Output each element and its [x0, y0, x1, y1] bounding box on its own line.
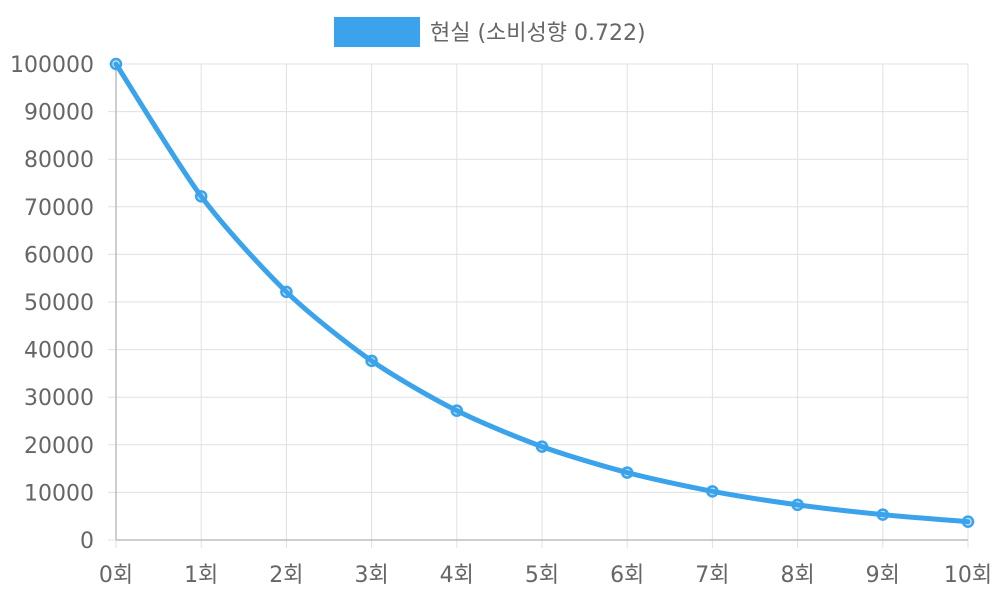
y-tick-label: 50000 [24, 291, 94, 316]
data-point[interactable] [620, 466, 634, 479]
x-tick-label: 3회 [354, 563, 388, 588]
legend-label: 현실 (소비성향 0.722) [430, 21, 646, 46]
x-tick-label: 4회 [440, 563, 474, 588]
data-point[interactable] [961, 515, 975, 528]
y-tick-label: 60000 [24, 243, 94, 268]
y-tick-label: 10000 [24, 481, 94, 506]
data-point[interactable] [365, 354, 378, 368]
data-point[interactable] [109, 57, 123, 71]
series-line[interactable] [113, 61, 971, 525]
y-axis-ticks: 0 10000 20000 30000 40000 50000 60000 70000 8000… [10, 53, 94, 554]
grid [108, 63, 969, 548]
data-point[interactable] [791, 498, 804, 512]
x-tick-label: 6회 [610, 563, 644, 588]
axes [115, 64, 968, 541]
x-tick-label: 7회 [695, 563, 729, 588]
y-tick-label: 30000 [24, 386, 94, 411]
legend-swatch [334, 17, 420, 47]
x-tick-label: 8회 [780, 563, 814, 588]
y-tick-label: 70000 [24, 196, 94, 221]
y-tick-label: 40000 [24, 339, 94, 364]
data-point[interactable] [876, 508, 890, 521]
data-point[interactable] [535, 440, 549, 453]
data-point[interactable] [450, 404, 464, 417]
x-tick-label: 1회 [184, 563, 218, 588]
x-tick-label: 0회 [99, 563, 133, 588]
x-tick-label: 9회 [866, 563, 900, 588]
series [109, 57, 975, 528]
x-axis-ticks: 0회 1회 2회 3회 4회 5회 6회 7회 8회 9회 10회 [99, 563, 992, 588]
x-tick-label: 5회 [525, 563, 559, 588]
x-tick-label: 10회 [944, 563, 992, 588]
legend[interactable]: 현실 (소비성향 0.722) [334, 17, 646, 47]
y-tick-label: 100000 [10, 53, 94, 78]
data-point[interactable] [706, 485, 719, 498]
x-tick-label: 2회 [269, 563, 303, 588]
y-tick-label: 80000 [24, 148, 94, 173]
y-tick-label: 20000 [24, 434, 94, 459]
y-tick-label: 90000 [24, 101, 94, 126]
y-tick-label: 0 [80, 529, 94, 554]
data-point[interactable] [280, 285, 293, 299]
data-point[interactable] [194, 190, 208, 203]
